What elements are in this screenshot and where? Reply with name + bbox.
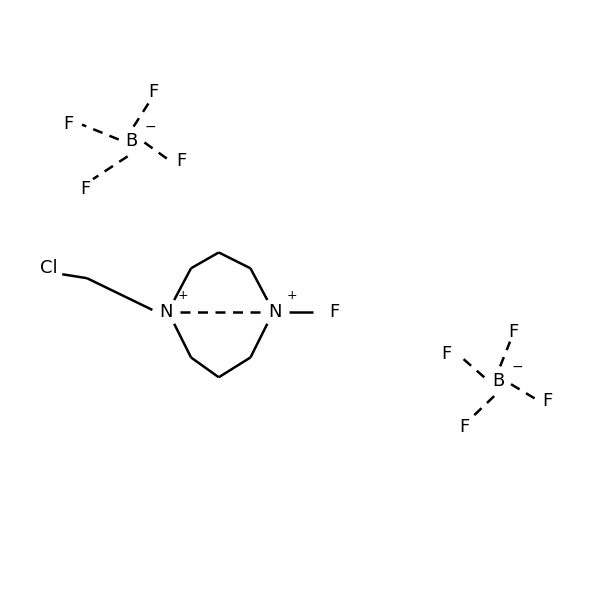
Text: F: F — [460, 418, 470, 436]
Text: +: + — [178, 289, 188, 302]
Text: B: B — [125, 133, 137, 151]
Text: +: + — [287, 289, 298, 302]
Text: N: N — [268, 303, 282, 321]
Text: −: − — [511, 359, 523, 373]
Text: F: F — [148, 83, 158, 101]
Text: −: − — [145, 119, 156, 134]
Text: B: B — [492, 372, 504, 390]
Text: Cl: Cl — [40, 259, 58, 277]
Text: F: F — [542, 392, 553, 410]
Text: F: F — [330, 303, 340, 321]
Text: N: N — [160, 303, 173, 321]
Text: F: F — [80, 180, 90, 198]
Text: F: F — [442, 346, 452, 364]
Text: F: F — [63, 115, 73, 133]
Text: F: F — [508, 323, 518, 341]
Text: F: F — [176, 152, 186, 170]
